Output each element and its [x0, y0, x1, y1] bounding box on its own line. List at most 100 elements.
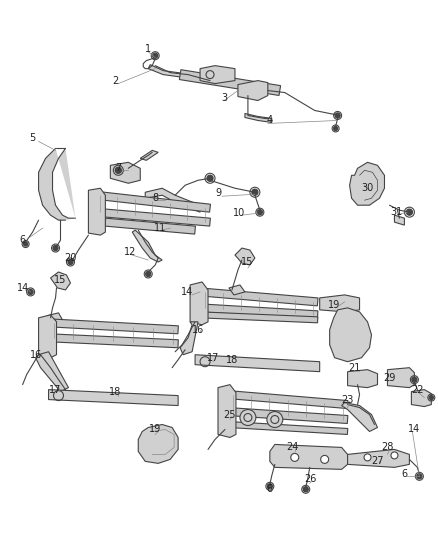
Circle shape [267, 484, 272, 489]
Circle shape [333, 126, 337, 131]
Polygon shape [234, 248, 254, 265]
Polygon shape [410, 390, 431, 407]
Polygon shape [132, 230, 162, 262]
Circle shape [334, 113, 339, 118]
Text: 14: 14 [180, 287, 193, 297]
Circle shape [411, 377, 416, 382]
Polygon shape [194, 355, 319, 372]
Text: 11: 11 [154, 223, 166, 233]
Polygon shape [199, 304, 317, 319]
Polygon shape [244, 114, 271, 123]
Text: 9: 9 [215, 188, 221, 198]
Polygon shape [227, 391, 347, 408]
Polygon shape [95, 191, 210, 212]
Polygon shape [199, 288, 317, 306]
Polygon shape [349, 163, 384, 205]
Polygon shape [387, 368, 413, 387]
Circle shape [28, 289, 33, 294]
Text: 20: 20 [64, 253, 77, 263]
Text: 17: 17 [206, 353, 219, 363]
Circle shape [290, 454, 298, 462]
Circle shape [416, 474, 421, 479]
Polygon shape [50, 272, 71, 290]
Text: 21: 21 [348, 362, 360, 373]
Polygon shape [179, 70, 280, 95]
Polygon shape [140, 150, 158, 160]
Circle shape [207, 175, 212, 181]
Polygon shape [138, 424, 178, 463]
Circle shape [68, 260, 73, 264]
Text: 2: 2 [112, 76, 118, 86]
Circle shape [363, 454, 370, 461]
Polygon shape [229, 285, 244, 295]
Polygon shape [105, 218, 195, 234]
Polygon shape [394, 215, 403, 225]
Text: 7: 7 [115, 163, 121, 173]
Circle shape [266, 411, 282, 427]
Text: 30: 30 [360, 183, 373, 193]
Circle shape [115, 167, 121, 173]
Polygon shape [200, 66, 234, 84]
Polygon shape [39, 148, 75, 220]
Text: 15: 15 [54, 275, 67, 285]
Text: 10: 10 [232, 208, 244, 218]
Polygon shape [148, 64, 209, 83]
Text: 17: 17 [49, 385, 62, 394]
Polygon shape [190, 282, 208, 325]
Circle shape [303, 487, 307, 492]
Polygon shape [48, 334, 178, 348]
Text: 28: 28 [381, 442, 393, 453]
Text: 3: 3 [220, 93, 226, 102]
Text: 19: 19 [327, 300, 339, 310]
Circle shape [152, 53, 157, 58]
Polygon shape [110, 163, 140, 183]
Text: 8: 8 [152, 193, 158, 203]
Circle shape [390, 452, 397, 459]
Polygon shape [269, 445, 347, 470]
Polygon shape [347, 449, 409, 467]
Text: 6: 6 [20, 235, 26, 245]
Text: 6: 6 [266, 484, 272, 494]
Text: 1: 1 [145, 44, 151, 54]
Circle shape [251, 189, 257, 195]
Polygon shape [319, 295, 359, 312]
Circle shape [53, 246, 58, 251]
Text: 22: 22 [410, 385, 423, 394]
Text: 6: 6 [400, 470, 406, 479]
Circle shape [428, 395, 432, 400]
Text: 29: 29 [382, 373, 395, 383]
Circle shape [406, 209, 411, 215]
Circle shape [145, 271, 150, 277]
Polygon shape [237, 80, 267, 101]
Polygon shape [46, 313, 62, 323]
Text: 4: 4 [266, 116, 272, 125]
Text: 16: 16 [29, 350, 42, 360]
Text: 26: 26 [304, 474, 316, 484]
Text: 18: 18 [225, 354, 237, 365]
Circle shape [320, 455, 328, 463]
Polygon shape [35, 352, 68, 392]
Circle shape [240, 409, 255, 425]
Polygon shape [39, 315, 57, 358]
Polygon shape [145, 188, 200, 212]
Text: 15: 15 [240, 257, 253, 267]
Polygon shape [180, 322, 198, 355]
Circle shape [257, 209, 262, 215]
Polygon shape [49, 390, 178, 406]
Polygon shape [88, 188, 105, 235]
Text: 23: 23 [341, 394, 353, 405]
Text: 19: 19 [149, 424, 161, 434]
Text: 24: 24 [286, 442, 298, 453]
Polygon shape [227, 422, 347, 434]
Polygon shape [227, 408, 347, 424]
Text: 18: 18 [109, 386, 121, 397]
Circle shape [24, 242, 28, 246]
Polygon shape [329, 308, 371, 362]
Polygon shape [218, 385, 235, 438]
Text: 27: 27 [371, 456, 383, 466]
Polygon shape [48, 319, 178, 334]
Text: 14: 14 [17, 283, 28, 293]
Text: 14: 14 [407, 424, 420, 434]
Text: 25: 25 [223, 409, 236, 419]
Text: 16: 16 [191, 325, 204, 335]
